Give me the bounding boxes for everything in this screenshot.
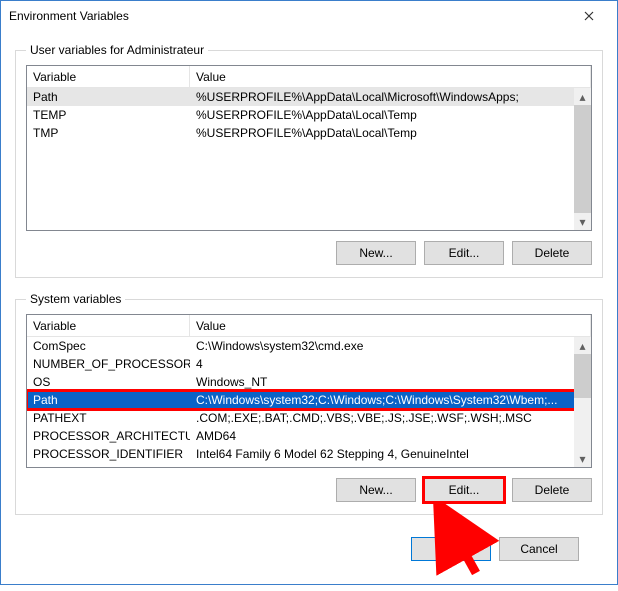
user-variables-group: User variables for Administrateur Variab… xyxy=(15,43,603,278)
table-row[interactable]: ComSpecC:\Windows\system32\cmd.exe xyxy=(27,337,591,355)
user-scrollbar[interactable]: ▴ ▾ xyxy=(574,88,591,230)
cell-variable: TEMP xyxy=(27,108,190,122)
user-new-button[interactable]: New... xyxy=(336,241,416,265)
dialog-footer: OK Cancel xyxy=(15,537,603,577)
user-button-row: New... Edit... Delete xyxy=(26,241,592,265)
cell-value: Intel64 Family 6 Model 62 Stepping 4, Ge… xyxy=(190,447,591,461)
user-delete-button[interactable]: Delete xyxy=(512,241,592,265)
sys-button-row: New... Edit... Delete xyxy=(26,478,592,502)
scroll-up-icon[interactable]: ▴ xyxy=(574,88,591,105)
user-variables-list[interactable]: Variable Value Path%USERPROFILE%\AppData… xyxy=(26,65,592,231)
user-col-variable[interactable]: Variable xyxy=(27,66,190,87)
cell-value: C:\Windows\system32;C:\Windows;C:\Window… xyxy=(190,393,591,407)
sys-columns: Variable Value xyxy=(27,315,591,337)
table-row[interactable]: TEMP%USERPROFILE%\AppData\Local\Temp xyxy=(27,106,591,124)
table-row[interactable]: NUMBER_OF_PROCESSORS4 xyxy=(27,355,591,373)
cell-variable: ComSpec xyxy=(27,339,190,353)
ok-button[interactable]: OK xyxy=(411,537,491,561)
sys-delete-button[interactable]: Delete xyxy=(512,478,592,502)
cell-variable: TMP xyxy=(27,126,190,140)
cell-value: %USERPROFILE%\AppData\Local\Temp xyxy=(190,108,591,122)
system-variables-group: System variables Variable Value ComSpecC… xyxy=(15,292,603,515)
cell-value: Windows_NT xyxy=(190,375,591,389)
table-row[interactable]: PathC:\Windows\system32;C:\Windows;C:\Wi… xyxy=(27,391,591,409)
sys-rows: ComSpecC:\Windows\system32\cmd.exeNUMBER… xyxy=(27,337,591,467)
scroll-down-icon[interactable]: ▾ xyxy=(574,450,591,467)
sys-new-button[interactable]: New... xyxy=(336,478,416,502)
cell-value: .COM;.EXE;.BAT;.CMD;.VBS;.VBE;.JS;.JSE;.… xyxy=(190,411,591,425)
cell-value: C:\Windows\system32\cmd.exe xyxy=(190,339,591,353)
cancel-button[interactable]: Cancel xyxy=(499,537,579,561)
close-button[interactable] xyxy=(569,2,609,30)
close-icon xyxy=(584,11,594,21)
cell-variable: OS xyxy=(27,375,190,389)
table-row[interactable]: OSWindows_NT xyxy=(27,373,591,391)
cell-variable: PROCESSOR_IDENTIFIER xyxy=(27,447,190,461)
scroll-up-icon[interactable]: ▴ xyxy=(574,337,591,354)
cell-variable: PROCESSOR_ARCHITECTURE xyxy=(27,429,190,443)
window-title: Environment Variables xyxy=(9,9,569,23)
cell-variable: PATHEXT xyxy=(27,411,190,425)
user-rows: Path%USERPROFILE%\AppData\Local\Microsof… xyxy=(27,88,591,230)
cell-variable: NUMBER_OF_PROCESSORS xyxy=(27,357,190,371)
sys-edit-button[interactable]: Edit... xyxy=(424,478,504,502)
cell-value: AMD64 xyxy=(190,429,591,443)
sysGroup.col_value[interactable]: Value xyxy=(190,315,591,336)
titlebar: Environment Variables xyxy=(1,1,617,31)
user-columns: Variable Value xyxy=(27,66,591,88)
cell-value: %USERPROFILE%\AppData\Local\Microsoft\Wi… xyxy=(190,90,591,104)
table-row[interactable]: Path%USERPROFILE%\AppData\Local\Microsof… xyxy=(27,88,591,106)
sys-scrollbar[interactable]: ▴ ▾ xyxy=(574,337,591,467)
table-row[interactable]: TMP%USERPROFILE%\AppData\Local\Temp xyxy=(27,124,591,142)
user-group-legend: User variables for Administrateur xyxy=(26,43,208,57)
table-row[interactable]: PROCESSOR_IDENTIFIERIntel64 Family 6 Mod… xyxy=(27,445,591,463)
dialog-content: User variables for Administrateur Variab… xyxy=(1,31,617,591)
scroll-thumb[interactable] xyxy=(574,354,591,398)
cell-value: 4 xyxy=(190,357,591,371)
scroll-thumb[interactable] xyxy=(574,105,591,213)
user-col-value[interactable]: Value xyxy=(190,66,591,87)
user-edit-button[interactable]: Edit... xyxy=(424,241,504,265)
cell-variable: Path xyxy=(27,393,190,407)
scroll-down-icon[interactable]: ▾ xyxy=(574,213,591,230)
table-row[interactable]: PROCESSOR_ARCHITECTUREAMD64 xyxy=(27,427,591,445)
sys-col-variable[interactable]: Variable xyxy=(27,315,190,336)
table-row[interactable]: PATHEXT.COM;.EXE;.BAT;.CMD;.VBS;.VBE;.JS… xyxy=(27,409,591,427)
cell-value: %USERPROFILE%\AppData\Local\Temp xyxy=(190,126,591,140)
system-variables-list[interactable]: Variable Value ComSpecC:\Windows\system3… xyxy=(26,314,592,468)
cell-variable: Path xyxy=(27,90,190,104)
sys-group-legend: System variables xyxy=(26,292,125,306)
